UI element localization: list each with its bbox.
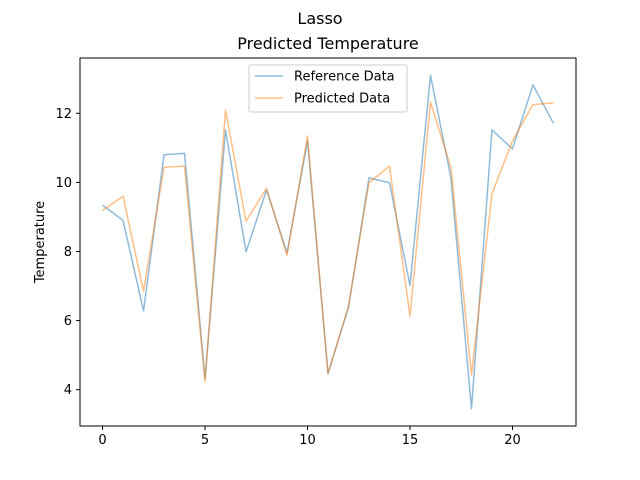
y-axis-ticks: 4 6 8 10 12 bbox=[55, 107, 80, 398]
plot-area bbox=[80, 58, 576, 426]
x-tick-label: 0 bbox=[98, 433, 106, 448]
y-tick-label: 8 bbox=[64, 245, 72, 260]
chart-suptitle: Lasso bbox=[297, 9, 342, 28]
legend-entries: Reference Data Predicted Data bbox=[255, 70, 395, 107]
y-tick-label: 6 bbox=[64, 314, 72, 329]
x-tick-label: 10 bbox=[299, 433, 316, 448]
series-layer bbox=[102, 74, 555, 410]
legend-box bbox=[248, 64, 408, 113]
legend-label-1: Reference Data bbox=[294, 70, 395, 85]
legend: Reference Data Predicted Data bbox=[248, 64, 408, 113]
series-line-2 bbox=[102, 101, 554, 383]
plot-frame bbox=[79, 57, 577, 427]
x-tick-label: 15 bbox=[402, 433, 419, 448]
y-tick-label: 12 bbox=[55, 107, 72, 122]
chart-title: Predicted Temperature bbox=[237, 34, 419, 53]
x-tick-label: 5 bbox=[201, 433, 209, 448]
x-axis-ticks: 0 5 10 15 20 bbox=[98, 426, 521, 448]
y-tick-label: 10 bbox=[55, 176, 72, 191]
y-tick-label: 4 bbox=[64, 383, 72, 398]
y-axis-label: Temperature bbox=[33, 201, 48, 284]
legend-label-2: Predicted Data bbox=[294, 92, 390, 107]
x-tick-label: 20 bbox=[504, 433, 521, 448]
